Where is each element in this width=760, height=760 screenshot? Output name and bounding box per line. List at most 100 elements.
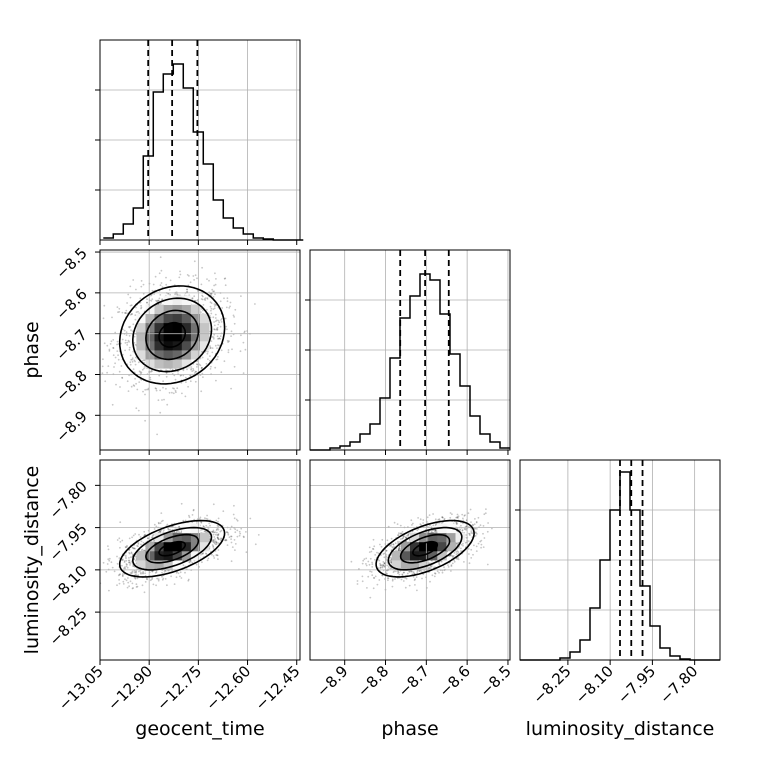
sample-point (135, 382, 138, 385)
sample-point (138, 370, 141, 373)
sample-point (187, 578, 190, 581)
sample-point (121, 564, 123, 567)
sample-point (211, 336, 214, 338)
density-cell (446, 532, 456, 543)
sample-point (474, 534, 477, 537)
sample-point (226, 300, 229, 303)
sample-point (194, 370, 197, 373)
sample-point (119, 521, 122, 524)
density-cell (181, 340, 192, 351)
sample-point (211, 351, 214, 354)
sample-point (389, 567, 391, 570)
sample-point (217, 319, 220, 322)
sample-point (213, 284, 216, 287)
sample-point (196, 363, 198, 366)
sample-point (464, 541, 467, 544)
sample-point (435, 530, 438, 532)
sample-point (230, 541, 233, 544)
sample-point (245, 531, 247, 533)
sample-point (115, 383, 117, 386)
sample-point (429, 565, 432, 568)
sample-point (434, 524, 437, 527)
sample-point (382, 561, 385, 563)
sample-point (465, 527, 468, 530)
sample-point (398, 548, 400, 551)
density-cell (145, 313, 155, 324)
sample-point (429, 580, 431, 583)
sample-point (213, 542, 216, 545)
sample-point (116, 343, 118, 346)
sample-point (212, 308, 215, 310)
sample-point (216, 541, 218, 544)
sample-point (430, 567, 432, 570)
sample-point (474, 527, 477, 530)
sample-point (214, 533, 217, 536)
sample-point (233, 539, 236, 541)
sample-point (213, 540, 216, 543)
density-cell (145, 331, 155, 342)
sample-point (159, 530, 162, 532)
sample-point (391, 579, 394, 582)
sample-point (220, 538, 223, 540)
sample-point (358, 568, 360, 570)
sample-point (135, 407, 138, 410)
sample-point (152, 533, 155, 536)
sample-point (158, 522, 160, 525)
sample-point (407, 534, 410, 537)
sample-point (214, 272, 216, 275)
sample-point (141, 368, 144, 371)
sample-point (434, 530, 437, 533)
sample-point (391, 546, 393, 548)
histogram-phase (310, 273, 510, 451)
sample-point (146, 578, 149, 581)
sample-point (215, 541, 218, 544)
density-cell (200, 322, 210, 333)
sample-point (210, 530, 212, 533)
sample-point (438, 562, 440, 565)
sample-point (141, 584, 144, 587)
sample-point (242, 535, 245, 538)
sample-point (124, 554, 127, 557)
sample-point (150, 299, 153, 302)
sample-point (154, 275, 157, 278)
sample-point (463, 561, 465, 563)
sample-point (402, 536, 405, 538)
sample-point (119, 541, 122, 543)
sample-point (418, 570, 421, 572)
sample-point (215, 529, 218, 531)
sample-point (143, 534, 146, 537)
sample-point (491, 527, 493, 530)
sample-point (180, 381, 183, 384)
sample-point (114, 356, 117, 359)
sample-point (372, 547, 374, 550)
sample-point (165, 375, 168, 378)
sample-point (218, 337, 221, 340)
sample-point (240, 295, 242, 297)
sample-point (163, 570, 166, 573)
sample-point (137, 543, 140, 545)
sample-point (165, 276, 167, 279)
sample-point (397, 540, 399, 543)
sample-point (126, 341, 129, 344)
sample-point (150, 536, 153, 539)
sample-point (470, 521, 472, 523)
sample-point (249, 517, 252, 520)
sample-point (474, 531, 477, 534)
sample-point (161, 298, 164, 301)
sample-point (372, 587, 375, 590)
sample-point (212, 290, 215, 293)
sample-point (169, 293, 172, 296)
sample-point (155, 571, 158, 574)
sample-point (144, 388, 147, 391)
sample-point (216, 335, 219, 338)
sample-point (140, 285, 143, 288)
sample-point (187, 385, 190, 388)
sample-point (450, 565, 453, 567)
sample-point (134, 356, 137, 359)
sample-point (455, 553, 458, 556)
sample-point (212, 547, 215, 550)
sample-point (134, 377, 137, 380)
sample-point (373, 545, 376, 548)
sample-point (214, 540, 217, 543)
sample-point (421, 577, 423, 580)
